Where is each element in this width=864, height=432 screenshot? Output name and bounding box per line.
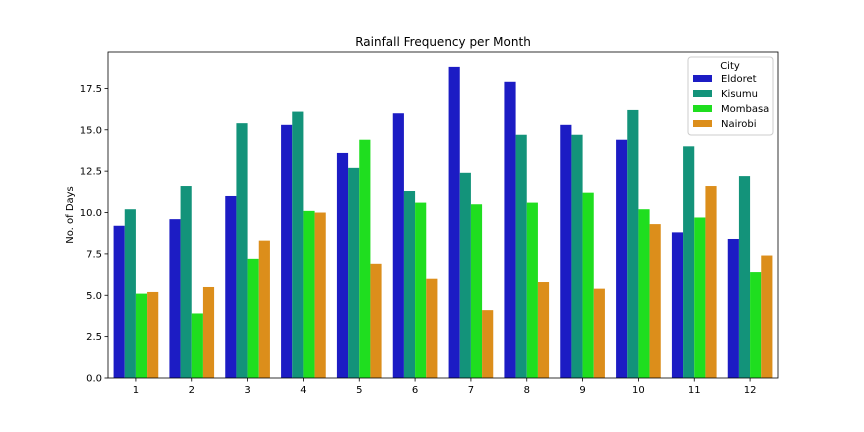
bar-nairobi-month-7 [482, 310, 494, 378]
bar-eldoret-month-11 [671, 232, 684, 378]
y-tick-label: 17.5 [80, 84, 102, 95]
y-tick-label: 0.0 [86, 374, 102, 385]
bar-kisumu-month-9 [571, 134, 583, 378]
legend-swatch-kisumu [693, 90, 712, 97]
y-tick-label: 5.0 [86, 291, 102, 302]
bar-mombasa-month-8 [526, 202, 538, 378]
y-tick-label: 2.5 [86, 332, 102, 343]
bar-nairobi-month-8 [537, 282, 550, 378]
legend: City Eldoret Kisumu Mombasa Nairobi [687, 56, 774, 136]
bar-nairobi-month-9 [593, 288, 605, 378]
bar-mombasa-month-3 [247, 258, 259, 378]
x-tick-label: 8 [524, 385, 530, 396]
bar-kisumu-month-5 [348, 167, 360, 378]
bar-kisumu-month-8 [515, 134, 527, 378]
legend-swatch-eldoret [693, 75, 712, 82]
bar-nairobi-month-1 [147, 291, 159, 378]
x-tick-label: 9 [579, 385, 585, 396]
bar-kisumu-month-12 [738, 176, 751, 378]
legend-swatch-nairobi [693, 120, 712, 127]
bar-kisumu-month-11 [683, 146, 695, 378]
x-tick-label: 7 [468, 385, 474, 396]
bar-eldoret-month-12 [727, 238, 739, 378]
x-tick-label: 1 [133, 385, 139, 396]
bar-mombasa-month-10 [638, 209, 650, 378]
legend-label-eldoret: Eldoret [721, 74, 757, 85]
axes-layer: 1 2 3 4 5 6 7 8 9 10 11 120.02.55.07.510.012.515.01… [80, 51, 779, 396]
y-tick-label: 12.5 [80, 167, 102, 178]
y-axis-label: No. of Days [65, 186, 76, 244]
legend-label-kisumu: Kisumu [721, 89, 758, 100]
x-tick-label: 3 [244, 385, 250, 396]
chart-title: Rainfall Frequency per Month [355, 35, 531, 49]
bar-eldoret-month-8 [504, 81, 516, 378]
x-tick-label: 4 [300, 385, 306, 396]
bar-kisumu-month-1 [124, 209, 136, 378]
legend-label-mombasa: Mombasa [721, 104, 769, 115]
bar-eldoret-month-2 [169, 219, 181, 378]
bar-eldoret-month-7 [448, 66, 460, 378]
bar-mombasa-month-4 [303, 210, 315, 378]
bar-nairobi-month-2 [202, 286, 215, 378]
bar-kisumu-month-7 [459, 172, 471, 378]
bar-mombasa-month-9 [582, 192, 594, 378]
bar-eldoret-month-9 [560, 124, 572, 378]
bar-mombasa-month-7 [470, 204, 483, 378]
bar-kisumu-month-10 [627, 109, 639, 379]
bar-nairobi-month-6 [426, 278, 438, 378]
legend-title: City [720, 61, 740, 72]
bar-kisumu-month-3 [236, 123, 248, 378]
bar-nairobi-month-4 [314, 212, 326, 378]
bar-kisumu-month-4 [292, 111, 304, 378]
bar-mombasa-month-1 [135, 293, 148, 378]
bar-nairobi-month-10 [649, 224, 661, 378]
x-tick-label: 6 [412, 385, 418, 396]
x-tick-label: 2 [189, 385, 195, 396]
y-tick-label: 7.5 [86, 249, 102, 260]
bars-layer [113, 66, 773, 379]
x-tick-label: 10 [632, 385, 645, 396]
bar-mombasa-month-2 [191, 313, 203, 378]
bar-eldoret-month-10 [616, 139, 628, 378]
x-tick-label: 5 [356, 385, 362, 396]
bar-eldoret-month-4 [281, 124, 293, 378]
bar-nairobi-month-12 [761, 255, 773, 378]
bar-eldoret-month-6 [392, 113, 404, 378]
legend-label-nairobi: Nairobi [721, 119, 757, 130]
bar-kisumu-month-6 [403, 191, 416, 378]
bar-kisumu-month-2 [180, 186, 192, 378]
bar-mombasa-month-6 [415, 202, 427, 378]
legend-swatch-mombasa [693, 105, 712, 112]
bar-mombasa-month-5 [359, 139, 371, 378]
x-tick-label: 12 [744, 385, 757, 396]
bar-mombasa-month-11 [694, 217, 706, 378]
bar-eldoret-month-5 [336, 152, 349, 378]
y-tick-label: 15.0 [80, 125, 102, 136]
bar-eldoret-month-1 [113, 225, 125, 378]
y-tick-label: 10.0 [80, 208, 102, 219]
bar-eldoret-month-3 [225, 195, 237, 378]
bar-nairobi-month-5 [370, 263, 382, 378]
bar-nairobi-month-3 [258, 240, 270, 378]
bar-nairobi-month-11 [705, 186, 717, 378]
x-tick-label: 11 [688, 385, 701, 396]
bar-mombasa-month-12 [750, 272, 762, 378]
plot-frame [107, 51, 779, 379]
